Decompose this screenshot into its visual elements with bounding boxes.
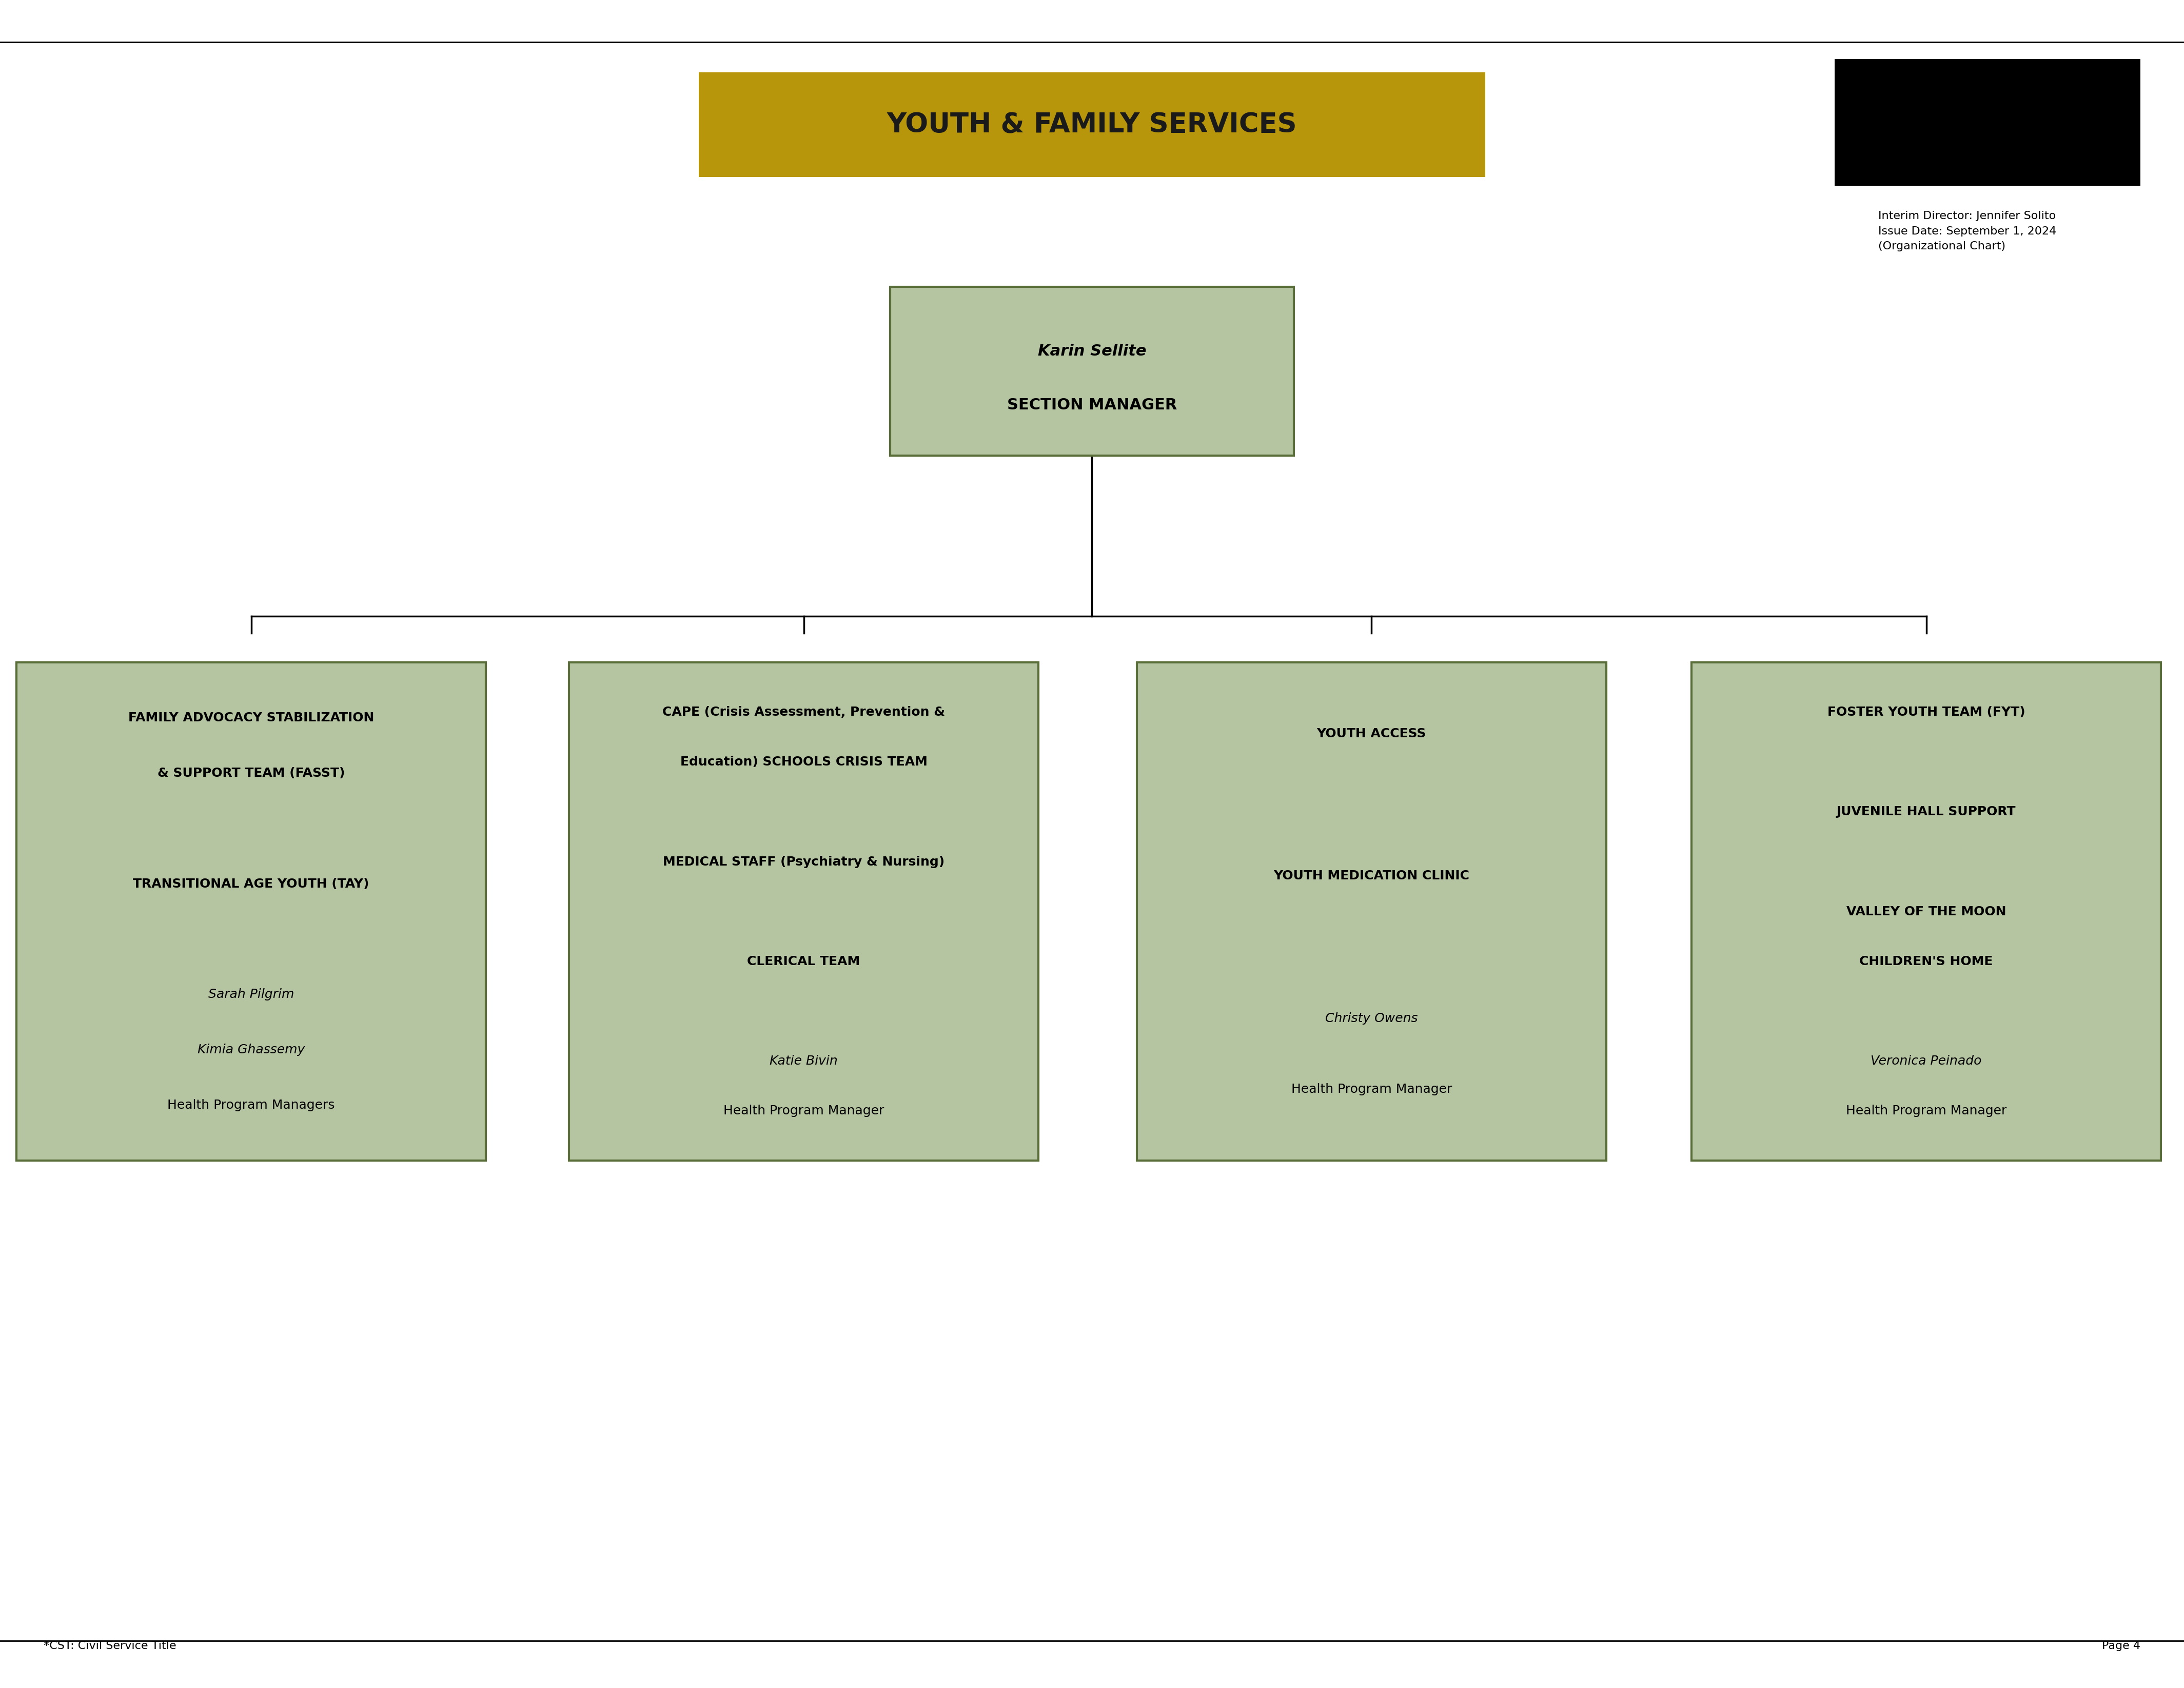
Text: Kimia Ghassemy: Kimia Ghassemy <box>197 1043 306 1057</box>
Text: JUVENILE HALL SUPPORT: JUVENILE HALL SUPPORT <box>1837 805 2016 819</box>
Text: Page 4: Page 4 <box>2101 1641 2140 1651</box>
Text: SECTION MANAGER: SECTION MANAGER <box>1007 398 1177 412</box>
Text: Sarah Pilgrim: Sarah Pilgrim <box>207 989 295 1001</box>
Text: YOUTH ACCESS: YOUTH ACCESS <box>1317 728 1426 739</box>
Text: CAPE (Crisis Assessment, Prevention &: CAPE (Crisis Assessment, Prevention & <box>662 706 946 719</box>
FancyBboxPatch shape <box>699 73 1485 177</box>
Text: VALLEY OF THE MOON: VALLEY OF THE MOON <box>1845 905 2007 918</box>
FancyBboxPatch shape <box>1835 59 2140 186</box>
FancyBboxPatch shape <box>568 663 1037 1161</box>
FancyBboxPatch shape <box>17 663 485 1161</box>
Text: Education) SCHOOLS CRISIS TEAM: Education) SCHOOLS CRISIS TEAM <box>679 756 928 768</box>
Text: FOSTER YOUTH TEAM (FYT): FOSTER YOUTH TEAM (FYT) <box>1828 706 2025 719</box>
Text: CLERICAL TEAM: CLERICAL TEAM <box>747 955 860 967</box>
Text: Interim Director: Jennifer Solito
Issue Date: September 1, 2024
(Organizational : Interim Director: Jennifer Solito Issue … <box>1878 211 2057 252</box>
Text: YOUTH & FAMILY SERVICES: YOUTH & FAMILY SERVICES <box>887 111 1297 138</box>
FancyBboxPatch shape <box>1136 663 1605 1161</box>
Text: Christy Owens: Christy Owens <box>1326 1013 1417 1025</box>
Text: Health Program Managers: Health Program Managers <box>168 1099 334 1111</box>
Text: TRANSITIONAL AGE YOUTH (TAY): TRANSITIONAL AGE YOUTH (TAY) <box>133 878 369 890</box>
Text: Health Program Manager: Health Program Manager <box>1845 1104 2007 1117</box>
Text: FAMILY ADVOCACY STABILIZATION: FAMILY ADVOCACY STABILIZATION <box>129 712 373 724</box>
Text: YOUTH MEDICATION CLINIC: YOUTH MEDICATION CLINIC <box>1273 869 1470 883</box>
Text: MEDICAL STAFF (Psychiatry & Nursing): MEDICAL STAFF (Psychiatry & Nursing) <box>664 856 943 868</box>
Text: Karin Sellite: Karin Sellite <box>1037 344 1147 358</box>
FancyBboxPatch shape <box>889 287 1293 456</box>
Text: CHILDREN'S HOME: CHILDREN'S HOME <box>1859 955 1994 967</box>
Text: Katie Bivin: Katie Bivin <box>769 1055 839 1067</box>
Text: & SUPPORT TEAM (FASST): & SUPPORT TEAM (FASST) <box>157 766 345 780</box>
Text: Health Program Manager: Health Program Manager <box>1291 1084 1452 1096</box>
Text: Veronica Peinado: Veronica Peinado <box>1872 1055 1981 1067</box>
Text: Health Program Manager: Health Program Manager <box>723 1104 885 1117</box>
FancyBboxPatch shape <box>1690 663 2160 1161</box>
Text: *CST: Civil Service Title: *CST: Civil Service Title <box>44 1641 177 1651</box>
